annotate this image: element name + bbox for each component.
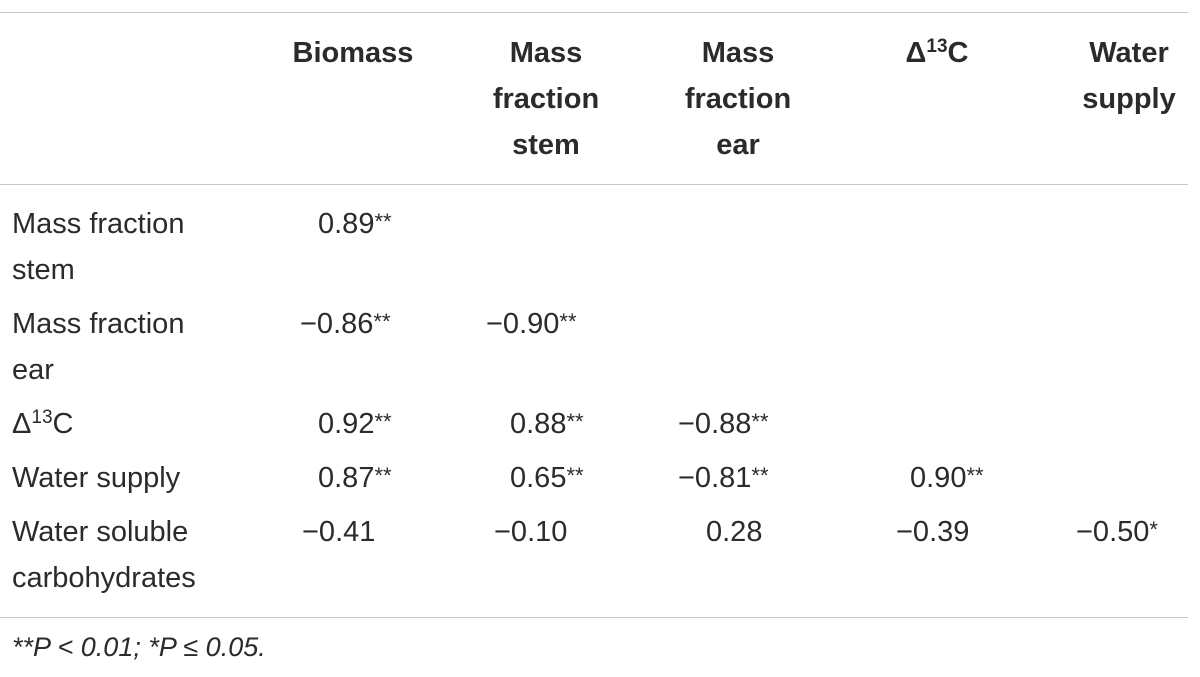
table-cell: −0.81** <box>678 462 769 494</box>
significance-marker: ** <box>751 463 769 488</box>
significance-marker: ** <box>373 309 391 334</box>
table-bottom-rule <box>0 617 1188 618</box>
significance-marker: * <box>1149 517 1158 542</box>
header-bottom-rule <box>0 184 1188 185</box>
table-footnote: **P < 0.01; *P ≤ 0.05. <box>12 632 266 662</box>
carbon-symbol: C <box>947 37 969 69</box>
significance-marker: ** <box>374 209 392 234</box>
row-label-delta-13c: Δ13C <box>12 401 73 451</box>
row-label-mass-fraction-ear: Mass fraction ear <box>12 308 185 386</box>
isotope-superscript: 13 <box>926 36 948 57</box>
row-label-mass-fraction-stem: Mass fraction stem <box>12 208 185 286</box>
table-cell: 0.65** <box>510 462 584 494</box>
table-cell: −0.86** <box>300 308 391 340</box>
column-header-mass-fraction-ear: Mass fraction ear <box>684 37 792 161</box>
table-cell: −0.39 <box>896 516 970 548</box>
table-cell: 0.89** <box>318 208 392 240</box>
table-cell: 0.87** <box>318 462 392 494</box>
row-label-water-supply: Water supply <box>12 462 181 494</box>
significance-marker: ** <box>374 463 392 488</box>
delta-symbol: Δ <box>905 37 927 69</box>
significance-marker: ** <box>751 409 769 434</box>
table-cell: −0.88** <box>678 408 769 440</box>
column-header-biomass: Biomass <box>292 37 414 69</box>
table-cell: 0.88** <box>510 408 584 440</box>
delta-symbol: Δ <box>12 408 32 440</box>
table-cell: −0.90** <box>486 308 577 340</box>
column-header-water-supply: Water supply <box>1082 37 1176 115</box>
isotope-superscript: 13 <box>31 407 53 428</box>
table-cell: 0.90** <box>910 462 984 494</box>
table-cell: −0.41 <box>302 516 376 548</box>
table-cell: 0.28 <box>706 516 763 548</box>
row-label-water-soluble-carbohydrates: Water soluble carbohydrates <box>12 516 196 594</box>
table-cell: −0.50* <box>1076 516 1158 548</box>
table-top-rule <box>0 12 1188 13</box>
carbon-symbol: C <box>52 408 74 440</box>
table-cell: −0.10 <box>494 516 568 548</box>
table-cell: 0.92** <box>318 408 392 440</box>
column-header-mass-fraction-stem: Mass fraction stem <box>492 37 600 161</box>
significance-marker: ** <box>374 409 392 434</box>
significance-marker: ** <box>966 463 984 488</box>
significance-marker: ** <box>566 463 584 488</box>
significance-marker: ** <box>566 409 584 434</box>
significance-marker: ** <box>559 309 577 334</box>
column-header-delta-13c: Δ13C <box>862 30 1012 80</box>
